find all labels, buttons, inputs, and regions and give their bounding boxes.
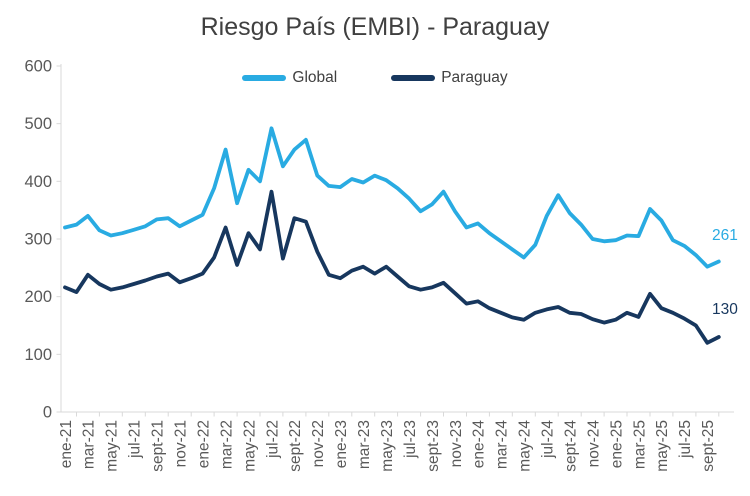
- x-tick-label: sept-24: [563, 420, 580, 472]
- x-tick-label: ene-24: [471, 420, 488, 469]
- x-tick-label: nov-22: [310, 420, 327, 467]
- x-tick-label: may-24: [517, 420, 534, 472]
- legend-swatch-paraguay-icon: [391, 75, 436, 81]
- x-tick-label: jul-24: [540, 420, 557, 459]
- y-tick-label: 500: [24, 115, 52, 133]
- legend-label-global: Global: [292, 69, 338, 86]
- x-tick-label: may-21: [104, 420, 121, 472]
- x-tick-label: mar-22: [218, 420, 235, 469]
- x-tick-label: sept-23: [425, 420, 442, 472]
- legend-item-paraguay: Paraguay: [391, 69, 508, 87]
- x-tick-label: jul-22: [264, 420, 281, 459]
- x-tick-label: jul-23: [402, 420, 419, 459]
- y-tick-label: 300: [24, 231, 52, 249]
- y-tick-label: 400: [24, 173, 52, 191]
- y-tick-label: 100: [24, 346, 52, 364]
- x-tick-label: ene-22: [195, 420, 212, 468]
- x-tick-label: nov-23: [448, 420, 465, 467]
- x-tick-label: mar-23: [356, 420, 373, 469]
- y-tick-label: 600: [24, 58, 52, 76]
- chart-title: Riesgo País (EMBI) - Paraguay: [200, 13, 550, 41]
- x-tick-label: mar-21: [81, 420, 98, 469]
- x-tick-label: mar-25: [631, 420, 648, 469]
- x-tick-label: jul-25: [677, 420, 694, 459]
- x-tick-label: sept-25: [700, 420, 717, 472]
- x-tick-label: mar-24: [494, 420, 511, 469]
- x-tick-label: may-25: [654, 420, 671, 472]
- series-line-global: [63, 126, 721, 269]
- x-tick-label: ene-25: [608, 420, 625, 468]
- legend-swatch-global-icon: [242, 75, 287, 81]
- legend-item-global: Global: [242, 69, 337, 87]
- y-tick-label: 0: [43, 404, 52, 422]
- x-tick-label: may-23: [379, 420, 396, 472]
- series-line-paraguay: [63, 189, 721, 345]
- end-value-paraguay: 130: [712, 301, 738, 318]
- x-tick-label: jul-21: [127, 420, 144, 459]
- x-tick-label: sept-21: [150, 420, 167, 472]
- chart-legend: Global Paraguay: [0, 69, 750, 87]
- x-tick-label: nov-21: [173, 420, 190, 467]
- y-tick-label: 200: [24, 288, 52, 306]
- x-tick-label: ene-21: [58, 420, 75, 468]
- end-value-global: 261: [712, 227, 738, 244]
- x-tick-label: may-22: [241, 420, 258, 472]
- legend-label-paraguay: Paraguay: [441, 69, 508, 86]
- x-tick-label: ene-23: [333, 420, 350, 468]
- x-tick-label: nov-24: [585, 420, 602, 468]
- x-tick-label: sept-22: [287, 420, 304, 472]
